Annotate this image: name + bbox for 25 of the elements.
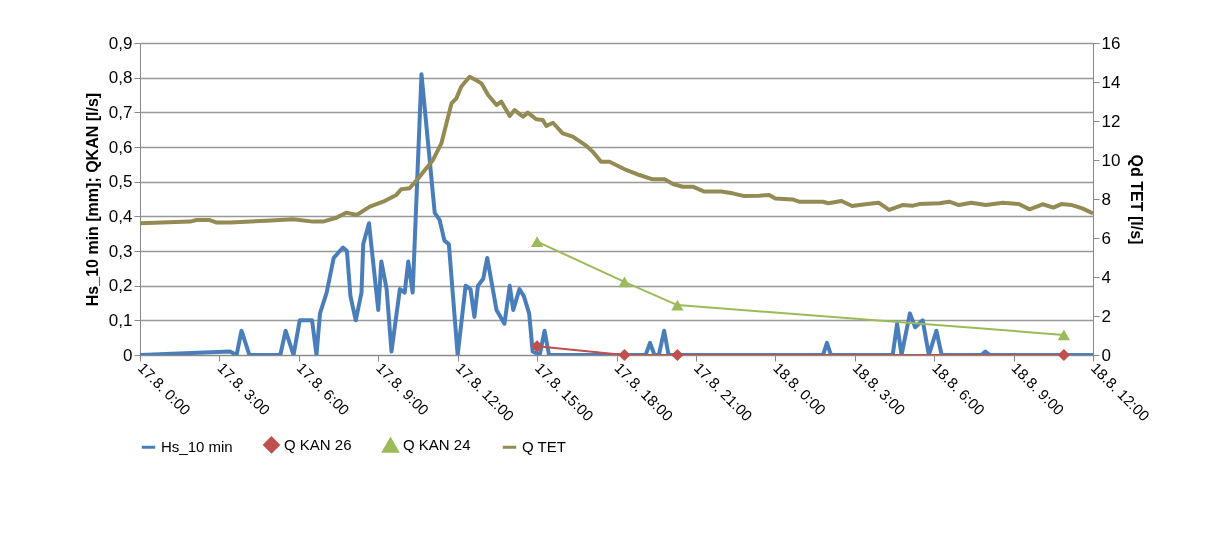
y-tick-label: 0,7	[108, 102, 133, 122]
y-tick-label: 0	[123, 345, 133, 365]
y-tick-label: 0,1	[108, 310, 133, 330]
y2-tick-label: 6	[1101, 228, 1111, 248]
y2-tick-label: 8	[1101, 189, 1111, 209]
y2-tick-label: 4	[1101, 267, 1111, 287]
y-axis-title: Hs_10 min [mm]; QKAN [l/s]	[83, 92, 101, 307]
y2-tick-label: 10	[1101, 150, 1121, 170]
y-tick-label: 0,6	[108, 137, 133, 157]
y-tick-label: 0,2	[108, 276, 133, 296]
y2-tick-label: 12	[1101, 111, 1121, 131]
legend-label: Hs_10 min	[161, 438, 233, 456]
legend-label: Q TET	[522, 438, 566, 456]
legend-label: Q KAN 26	[284, 435, 352, 453]
y2-tick-label: 0	[1101, 345, 1111, 365]
y-tick-label: 0,5	[108, 172, 133, 192]
y2-axis-title: Qd TET [l/s]	[1128, 154, 1146, 245]
y2-tick-label: 14	[1101, 72, 1121, 92]
y-tick-label: 0,3	[108, 241, 133, 261]
y2-tick-label: 2	[1101, 306, 1111, 326]
y-tick-label: 0,8	[108, 68, 133, 88]
y-tick-label: 0,9	[108, 33, 133, 53]
y-tick-label: 0,4	[108, 206, 133, 226]
legend-label: Q KAN 24	[403, 436, 471, 454]
y2-tick-label: 16	[1101, 33, 1121, 53]
